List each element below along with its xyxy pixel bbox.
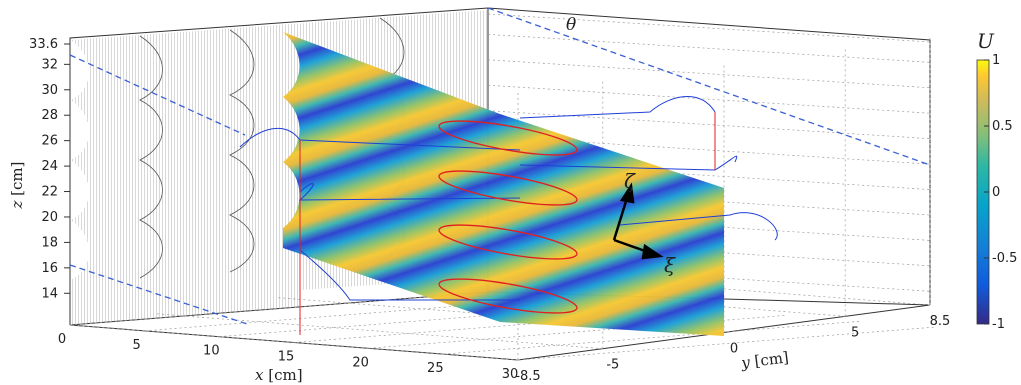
x-tick-label: 15: [278, 350, 295, 365]
colorbar-ticks: -1 -0.5 0 0.5 1: [984, 53, 1017, 332]
svg-text:z [cm]: z [cm]: [8, 161, 26, 209]
z-tick-label: 14: [41, 286, 58, 301]
colorbar-label: U: [977, 29, 995, 53]
z-grid-line: [487, 84, 931, 114]
y-axis-ticks: -8.5 -5 0 5 8.5: [515, 314, 950, 384]
z-tick-label: 18: [41, 235, 58, 250]
dashed-reference-lines: [69, 7, 931, 326]
y-tick-label: 8.5: [930, 314, 951, 329]
z-tick-label: 22: [41, 185, 58, 200]
z-axis-unit: [cm]: [8, 161, 26, 195]
z-tick-label: 16: [41, 261, 58, 276]
z-axis-ticks: 14 16 18 20 22 24 26 28 30 32 33.6: [29, 37, 70, 301]
z-grid-line: [487, 135, 931, 165]
z-tick-label: 26: [41, 134, 58, 149]
colorbar-tick-label: -1: [992, 317, 1005, 332]
colorbar-tick-label: -0.5: [992, 251, 1017, 266]
x-axis-label: x [cm]: [255, 366, 303, 384]
z-grid-line: [487, 110, 931, 140]
colorbar-tick-label: 0: [992, 185, 1000, 200]
z-tick-label: 24: [41, 159, 58, 174]
z-tick-label: 28: [41, 108, 58, 123]
zeta-label: ζ: [624, 169, 636, 193]
x-tick-label: 0: [58, 332, 66, 347]
colorbar-tick-label: 1: [992, 53, 1000, 68]
x-tick-label: 5: [133, 338, 141, 353]
y-axis-var: y: [739, 353, 751, 372]
z-tick-label: 30: [41, 83, 58, 98]
x-tick-label: 10: [203, 344, 220, 359]
z-grid-line: [487, 13, 931, 43]
colorbar-tick-label: 0.5: [992, 119, 1013, 134]
x-axis-unit: [cm]: [268, 366, 302, 384]
z-axis-label: z [cm]: [8, 161, 26, 209]
z-axis-var: z: [8, 201, 26, 210]
y-tick-label: 0: [730, 342, 738, 357]
y-tick-label: -8.5: [515, 369, 540, 384]
velocity-surface: [283, 32, 724, 336]
z-tick-label: 20: [41, 210, 58, 225]
z-grid-line: [487, 59, 931, 89]
red-profiles: [438, 120, 578, 314]
x-tick-label: 30: [502, 367, 519, 382]
y-tick-label: -5: [606, 358, 619, 373]
x-axis-var: x: [255, 366, 264, 384]
z-grid-line: [487, 161, 931, 190]
xi-label: ξ: [664, 253, 676, 277]
velocity-profiles: [239, 96, 778, 335]
theta-label: θ: [566, 15, 576, 35]
y-axis-unit: [cm]: [753, 348, 789, 370]
y-axis-label: y [cm]: [739, 348, 789, 372]
z-tick-label: 33.6: [29, 37, 58, 52]
x-tick-label: 25: [427, 361, 444, 376]
x-tick-label: 20: [352, 355, 369, 370]
z-tick-label: 32: [41, 57, 58, 72]
z-grid-line: [487, 34, 931, 63]
y-tick-label: 5: [851, 325, 859, 340]
x-axis-ticks: 0 5 10 15 20 25 30: [58, 332, 518, 382]
colorbar: U -1 -0.5 0 0.5 1: [976, 29, 1017, 332]
local-coordinate-arrows: [612, 182, 664, 260]
